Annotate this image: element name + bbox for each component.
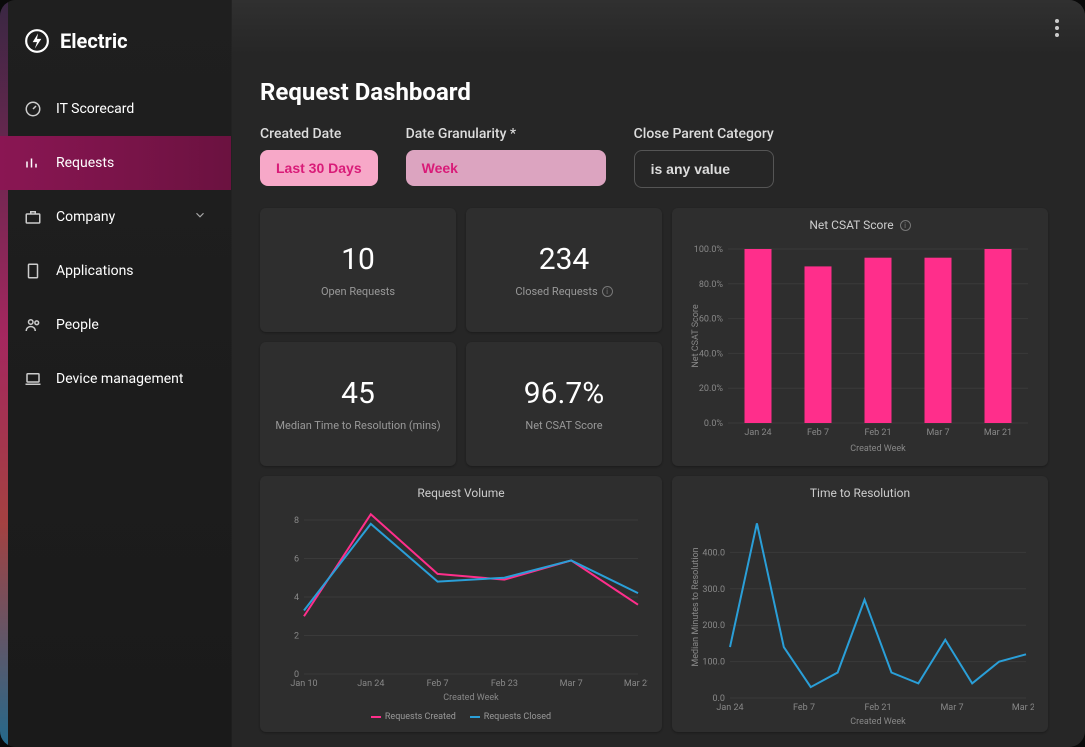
kpi-closed-requests[interactable]: 234 Closed Requestsi [466, 208, 662, 332]
svg-text:Net CSAT Score: Net CSAT Score [691, 304, 701, 367]
kpi-label: Open Requests [321, 285, 395, 298]
svg-text:Mar 7: Mar 7 [560, 679, 583, 689]
sidebar-item-people[interactable]: People [0, 298, 231, 352]
svg-text:Mar 21: Mar 21 [984, 428, 1012, 438]
filter-label: Close Parent Category [634, 126, 774, 142]
kpi-label: Closed Requestsi [515, 285, 612, 298]
chart-title: Net CSAT Scorei [686, 218, 1034, 232]
kpi-value: 45 [341, 376, 375, 411]
filter-created-date: Created Date Last 30 Days [260, 126, 378, 188]
filter-bar: Created Date Last 30 Days Date Granulari… [260, 126, 1057, 188]
sidebar-item-devices[interactable]: Device management [0, 352, 231, 406]
svg-text:Jan 24: Jan 24 [744, 428, 771, 438]
info-icon[interactable]: i [900, 220, 911, 231]
document-icon [24, 262, 42, 280]
volume-chart-card[interactable]: Request Volume 02468Jan 10Jan 24Feb 7Feb… [260, 476, 662, 732]
svg-text:100.0: 100.0 [702, 658, 725, 668]
svg-text:Jan 10: Jan 10 [290, 679, 317, 689]
svg-text:300.0: 300.0 [702, 585, 725, 595]
resolution-chart-card[interactable]: Time to Resolution 0.0100.0200.0300.0400… [672, 476, 1048, 732]
kpi-value: 96.7% [524, 376, 604, 411]
svg-text:Mar 7: Mar 7 [926, 428, 949, 438]
brand-name: Electric [60, 29, 128, 53]
kpi-open-requests[interactable]: 10 Open Requests [260, 208, 456, 332]
svg-text:Feb 21: Feb 21 [864, 428, 891, 438]
chart-title: Time to Resolution [686, 486, 1034, 500]
page-title: Request Dashboard [260, 78, 1057, 106]
svg-text:Mar 21: Mar 21 [624, 679, 648, 689]
svg-text:Jan 24: Jan 24 [716, 703, 743, 713]
svg-text:20.0%: 20.0% [699, 384, 724, 394]
filter-granularity-button[interactable]: Week [406, 150, 606, 186]
svg-text:Feb 7: Feb 7 [427, 679, 449, 689]
sidebar-item-applications[interactable]: Applications [0, 244, 231, 298]
sidebar: Electric IT Scorecard Requests Company A… [0, 0, 232, 747]
svg-text:Median Minutes to Resolution: Median Minutes to Resolution [691, 547, 701, 666]
svg-text:Created Week: Created Week [850, 717, 906, 727]
svg-text:Feb 21: Feb 21 [864, 703, 891, 713]
svg-text:4: 4 [294, 593, 299, 603]
filter-label: Created Date [260, 126, 378, 142]
volume-legend: Requests CreatedRequests Closed [274, 712, 648, 722]
bolt-icon [24, 28, 50, 54]
svg-text:Feb 7: Feb 7 [807, 428, 829, 438]
svg-text:6: 6 [294, 555, 299, 565]
sidebar-item-label: Requests [56, 155, 114, 171]
main-panel: Request Dashboard Created Date Last 30 D… [232, 0, 1085, 747]
kpi-median-time[interactable]: 45 Median Time to Resolution (mins) [260, 342, 456, 466]
csat-bar-chart: 0.0% 20.0% 40.0% 60.0% 80.0% 100.0% Jan 24 Feb … [686, 240, 1034, 456]
laptop-icon [24, 370, 42, 388]
gauge-icon [24, 100, 42, 118]
filter-label: Date Granularity * [406, 126, 606, 142]
info-icon[interactable]: i [602, 286, 613, 297]
sidebar-item-label: IT Scorecard [56, 101, 134, 117]
svg-text:Feb 23: Feb 23 [491, 679, 518, 689]
sidebar-item-label: Company [56, 209, 115, 225]
filter-granularity: Date Granularity * Week [406, 126, 606, 188]
svg-text:100.0%: 100.0% [694, 245, 724, 255]
svg-text:0.0%: 0.0% [704, 419, 723, 429]
svg-text:40.0%: 40.0% [699, 349, 724, 359]
kpi-value: 10 [341, 242, 375, 277]
svg-text:Jan 24: Jan 24 [357, 679, 384, 689]
resolution-line-chart: 0.0100.0200.0300.0400.0Jan 24Feb 7Feb 21… [686, 508, 1034, 728]
topbar [232, 0, 1085, 56]
svg-text:Feb 7: Feb 7 [793, 703, 815, 713]
sidebar-item-requests[interactable]: Requests [0, 136, 231, 190]
kpi-label: Median Time to Resolution (mins) [275, 419, 440, 432]
svg-text:60.0%: 60.0% [699, 315, 724, 325]
filter-close-parent: Close Parent Category is any value [634, 126, 774, 188]
more-menu-button[interactable] [1049, 13, 1065, 43]
bars-icon [24, 154, 42, 172]
svg-text:Created Week: Created Week [850, 444, 906, 454]
svg-text:80.0%: 80.0% [699, 280, 724, 290]
svg-text:Mar 7: Mar 7 [940, 703, 963, 713]
sidebar-item-company[interactable]: Company [0, 190, 231, 244]
content: Request Dashboard Created Date Last 30 D… [232, 56, 1085, 747]
chevron-down-icon [193, 208, 207, 226]
kpi-csat-score[interactable]: 96.7% Net CSAT Score [466, 342, 662, 466]
svg-text:400.0: 400.0 [702, 548, 725, 558]
sidebar-item-scorecard[interactable]: IT Scorecard [0, 82, 231, 136]
svg-text:200.0: 200.0 [702, 621, 725, 631]
sidebar-item-label: Applications [56, 263, 134, 279]
svg-text:8: 8 [294, 516, 299, 526]
volume-line-chart: 02468Jan 10Jan 24Feb 7Feb 23Mar 7Mar 21C… [274, 508, 648, 708]
kpi-label: Net CSAT Score [525, 419, 602, 432]
sidebar-item-label: Device management [56, 371, 183, 387]
svg-text:Mar 21: Mar 21 [1012, 703, 1034, 713]
people-icon [24, 316, 42, 334]
csat-chart-card[interactable]: Net CSAT Scorei 0.0%20.0%40.0%60.0%80.0%… [672, 208, 1048, 466]
svg-text:Created Week: Created Week [443, 693, 499, 703]
sidebar-item-label: People [56, 317, 99, 333]
dashboard-grid: 10 Open Requests 234 Closed Requestsi Ne… [260, 208, 1057, 732]
brand-logo[interactable]: Electric [0, 20, 231, 82]
filter-close-parent-button[interactable]: is any value [634, 150, 774, 188]
svg-text:2: 2 [294, 632, 299, 642]
briefcase-icon [24, 208, 42, 226]
chart-title: Request Volume [274, 486, 648, 500]
kpi-value: 234 [539, 242, 590, 277]
filter-created-date-button[interactable]: Last 30 Days [260, 150, 378, 186]
